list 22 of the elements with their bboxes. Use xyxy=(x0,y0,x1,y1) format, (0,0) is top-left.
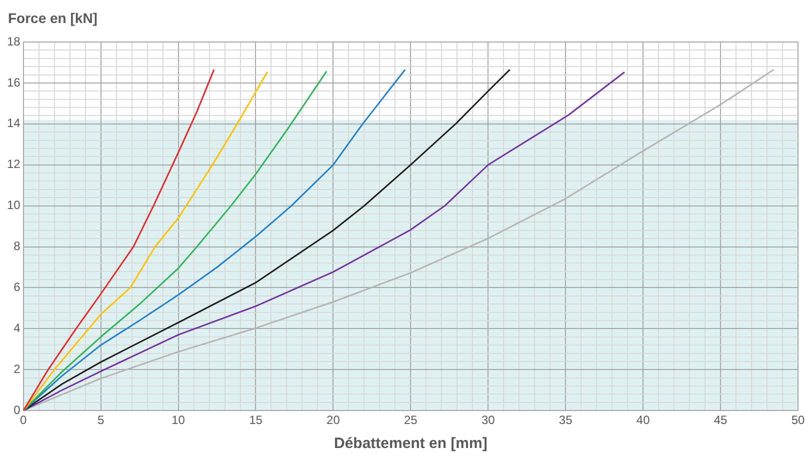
x-axis-title: Débattement en [mm] xyxy=(334,435,488,452)
y-tick-label: 12 xyxy=(6,157,21,172)
y-tick-label: 8 xyxy=(14,239,21,254)
y-axis-title: Force en [kN] xyxy=(8,10,98,26)
y-tick-label: 2 xyxy=(14,362,21,376)
x-tick-label: 25 xyxy=(404,413,418,428)
y-tick-label: 4 xyxy=(14,321,21,335)
y-tick-label: 18 xyxy=(6,34,21,48)
x-tick-label: 50 xyxy=(791,413,805,428)
x-tick-label: 15 xyxy=(249,413,263,428)
y-tick-label: 6 xyxy=(14,280,21,294)
x-tick-label: 45 xyxy=(714,413,728,428)
y-tick-label: 10 xyxy=(6,198,21,212)
y-tick-label: 14 xyxy=(6,116,21,130)
y-tick-label: 0 xyxy=(14,402,21,417)
x-tick-label: 40 xyxy=(636,413,650,428)
x-tick-label: 10 xyxy=(172,413,186,428)
x-tick-label: 35 xyxy=(558,413,573,428)
x-tick-label: 5 xyxy=(97,413,104,428)
y-tick-label: 16 xyxy=(6,75,21,90)
x-tick-label: 20 xyxy=(326,413,340,428)
x-tick-label: 30 xyxy=(481,413,496,428)
